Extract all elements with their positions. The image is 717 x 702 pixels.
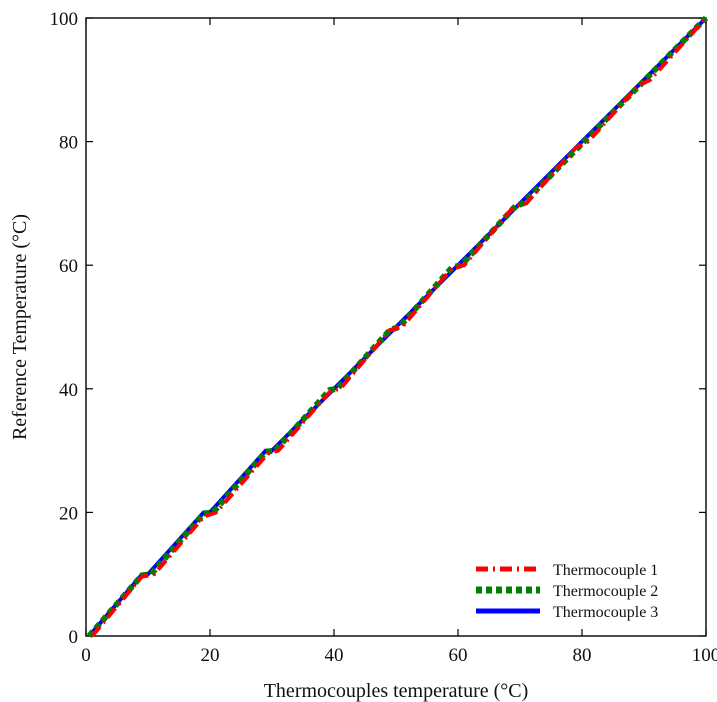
- y-axis-title: Reference Temperature (°C): [9, 214, 31, 440]
- x-tick-label: 60: [449, 645, 468, 666]
- x-tick-label: 0: [81, 645, 91, 666]
- y-tick-label: 20: [59, 503, 78, 524]
- x-tick-label: 20: [201, 645, 220, 666]
- x-tick-label: 80: [573, 645, 592, 666]
- series-layer: [86, 15, 709, 638]
- y-tick-label: 60: [59, 256, 78, 277]
- legend-label-2: Thermocouple 2: [553, 583, 658, 600]
- y-tick-label: 100: [50, 9, 79, 30]
- legend-label-1: Thermocouple 1: [553, 562, 658, 579]
- plot-frame: [85, 17, 707, 637]
- x-tick-label: 40: [325, 645, 344, 666]
- series-line-1: [90, 16, 708, 638]
- x-tick-label: 100: [692, 645, 717, 666]
- legend-label-3: Thermocouple 3: [553, 604, 658, 621]
- y-tick-label: 0: [69, 627, 79, 648]
- x-axis-title: Thermocouples temperature (°C): [264, 680, 529, 702]
- y-tick-label: 40: [59, 380, 78, 401]
- series-line-2: [86, 15, 709, 638]
- legend: Thermocouple 1 Thermocouple 2 Thermocouple…: [476, 562, 658, 621]
- y-tick-label: 80: [59, 133, 78, 154]
